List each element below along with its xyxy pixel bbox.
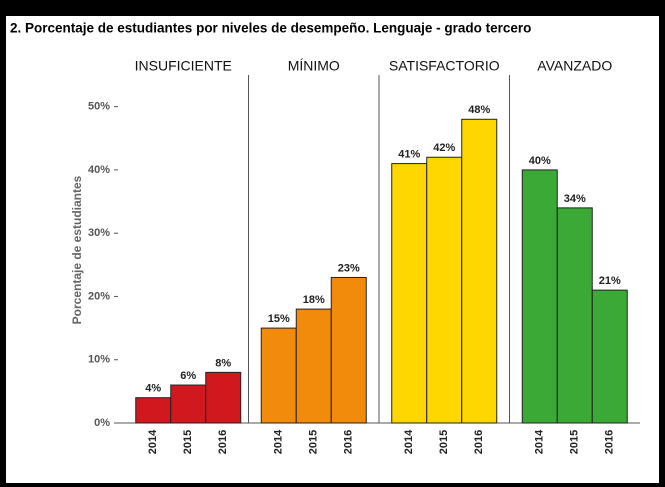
bar (461, 118, 498, 424)
x-tick-label: 2016 (604, 430, 616, 454)
y-tick-label: 10% (88, 354, 110, 366)
bar (330, 276, 367, 424)
x-tick-label: 2015 (182, 430, 194, 454)
panel-header: MÍNIMO (288, 58, 340, 74)
x-tick-label: 2015 (569, 430, 581, 454)
bar (591, 289, 628, 424)
bar (556, 207, 593, 424)
bar (260, 327, 297, 424)
x-tick-label: 2014 (147, 429, 159, 454)
value-label: 48% (468, 104, 490, 116)
value-label: 41% (398, 148, 420, 160)
value-label: 23% (338, 262, 360, 274)
bar (391, 163, 428, 424)
y-tick-label: 50% (88, 101, 110, 113)
y-tick-label: 0% (94, 417, 110, 429)
bar (135, 397, 172, 424)
y-tick-label: 40% (88, 164, 110, 176)
bar (426, 156, 463, 424)
x-tick-label: 2016 (343, 430, 355, 454)
bar (295, 308, 332, 424)
y-axis-label: Porcentaje de estudiantes (70, 175, 84, 324)
value-label: 34% (564, 193, 586, 205)
value-label: 15% (268, 313, 290, 325)
panel-header: INSUFICIENTE (135, 58, 232, 74)
x-tick-label: 2014 (403, 429, 415, 454)
value-label: 21% (599, 275, 621, 287)
value-label: 42% (433, 142, 455, 154)
bar (205, 371, 242, 424)
bar (521, 169, 558, 424)
chart-title: 2. Porcentaje de estudiantes por niveles… (10, 21, 531, 36)
panel-header: AVANZADO (537, 58, 612, 74)
y-tick-label: 20% (88, 290, 110, 302)
y-tick-label: 30% (88, 227, 110, 239)
x-tick-label: 2016 (217, 430, 229, 454)
value-label: 4% (145, 383, 161, 395)
x-tick-label: 2015 (308, 430, 320, 454)
panel-header: SATISFACTORIO (389, 58, 500, 74)
value-label: 6% (180, 370, 196, 382)
value-label: 18% (303, 294, 325, 306)
bar (170, 384, 207, 424)
x-tick-label: 2014 (273, 429, 285, 454)
x-tick-label: 2015 (438, 430, 450, 454)
x-tick-label: 2014 (534, 429, 546, 454)
value-label: 40% (529, 155, 551, 167)
value-label: 8% (215, 357, 231, 369)
x-tick-label: 2016 (473, 430, 485, 454)
